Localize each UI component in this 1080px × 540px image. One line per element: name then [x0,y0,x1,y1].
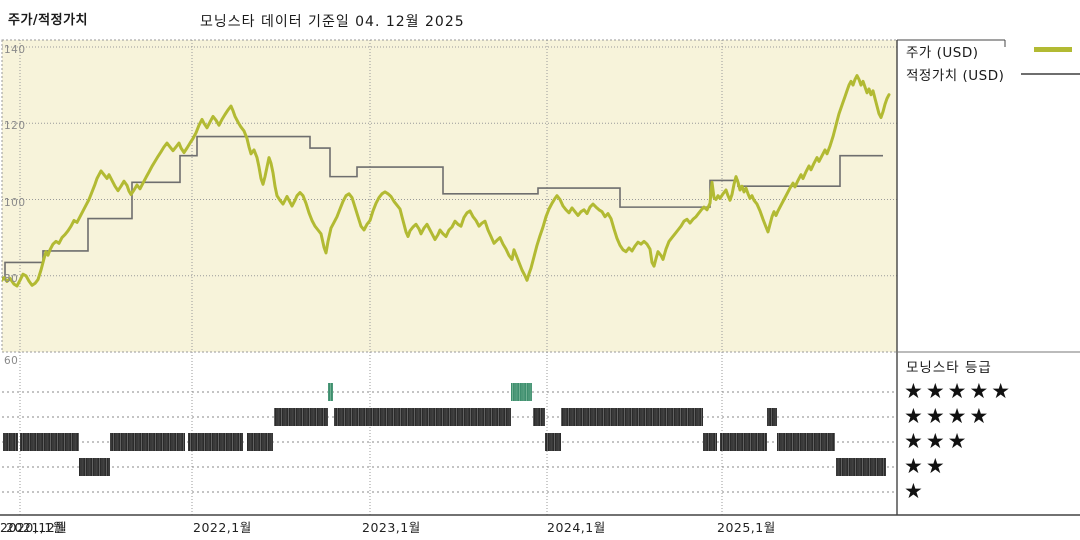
rating-bar-4-star [533,408,545,426]
page-title: 주가/적정가치 [8,13,89,28]
rating-bar-3-star [777,433,835,451]
rating-bar-3-star [545,433,561,451]
rating-legend-1-stars: ★ [904,479,926,503]
rating-legend-title: 모닝스타 등급 [906,360,992,376]
rating-bar-3-star [3,433,18,451]
rating-bar-3-star [247,433,273,451]
price-line [2,74,891,288]
x-axis-tick-label: 2021,1월 [6,520,65,535]
rating-legend-5-stars: ★★★★★ [904,379,1014,403]
rating-bar-2-star [836,458,886,476]
rating-bar-4-star [274,408,328,426]
price-line-swatch [1034,47,1072,52]
rating-legend-3-stars: ★★★ [904,429,970,453]
x-axis-tick-label: 2022,1월 [193,520,252,535]
y-axis-tick-label: 80 [4,272,19,285]
rating-bar-4-star [767,408,777,426]
rating-bar-3-star [188,433,243,451]
y-axis-tick-label: 140 [4,44,26,56]
legend-price-label: 주가 (USD) [906,45,979,61]
rating-bar-3-star [110,433,185,451]
fair-value-line-swatch [1021,73,1080,75]
rating-bar-4-star [334,408,511,426]
fair-value-line [2,135,883,279]
x-axis-tick-label: 2025,1월 [717,520,776,535]
rating-bar-4-star [561,408,703,426]
data-as-of-date: 모닝스타 데이터 기준일 04. 12월 2025 [200,14,465,30]
y-axis-tick-label: 100 [4,196,26,209]
y-axis-tick-label: 120 [4,120,26,133]
x-axis-tick-label: 2020,12월 [0,520,68,535]
plot-border [1,39,898,353]
y-axis-tick-label: 60 [4,355,19,367]
rating-bar-5-star [511,383,532,401]
x-axis-tick-label: 2023,1월 [362,520,421,535]
rating-legend-4-stars: ★★★★ [904,404,992,428]
rating-bar-2-star [79,458,110,476]
rating-bar-3-star [20,433,79,451]
rating-bar-3-star [720,433,767,451]
x-axis-tick-label: 2024,1월 [547,520,606,535]
rating-bar-5-star [328,383,333,401]
rating-legend-2-stars: ★★ [904,454,948,478]
legend-fair-value-label: 적정가치 (USD) [906,68,1005,84]
plot-background [2,40,897,352]
rating-bar-3-star [703,433,717,451]
